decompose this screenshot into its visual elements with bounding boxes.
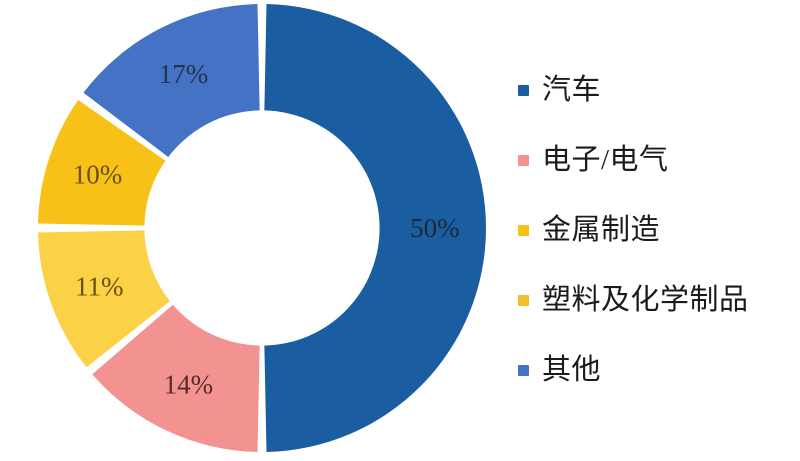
legend-item-plastics-chemicals[interactable]: 塑料及化学制品	[518, 284, 800, 316]
legend-label-metal-manufacturing: 金属制造	[542, 214, 661, 246]
legend-swatch-icon-electronics-electrical	[518, 154, 529, 166]
legend-label-electronics-electrical: 电子/电气	[542, 144, 669, 176]
donut-data-label: 11%	[75, 272, 124, 302]
legend-label-other: 其他	[542, 354, 602, 386]
donut-data-label: 17%	[159, 59, 209, 89]
legend-swatch-icon-metal-manufacturing	[518, 224, 529, 236]
chart-legend: 汽车 电子/电气 金属制造 塑料及化学制品 其他	[518, 74, 800, 404]
donut-slice[interactable]	[264, 4, 487, 452]
donut-slices-group	[38, 4, 487, 452]
donut-plot-area: 50% 14% 11% 10% 17%	[38, 4, 487, 452]
legend-swatch-icon-other	[518, 364, 529, 376]
legend-swatch-icon-plastics-chemicals	[518, 294, 529, 306]
legend-item-automotive[interactable]: 汽车	[518, 74, 800, 106]
donut-data-labels-group: 50% 14% 11% 10% 17%	[73, 59, 460, 400]
donut-slice[interactable]	[83, 4, 260, 157]
donut-data-label: 10%	[73, 160, 123, 190]
legend-item-other[interactable]: 其他	[518, 354, 800, 386]
legend-item-electronics-electrical[interactable]: 电子/电气	[518, 144, 800, 176]
donut-slice[interactable]	[38, 99, 166, 226]
legend-label-automotive: 汽车	[542, 74, 602, 106]
legend-swatch-icon-automotive	[518, 84, 529, 96]
legend-item-metal-manufacturing[interactable]: 金属制造	[518, 214, 800, 246]
donut-slice[interactable]	[92, 304, 260, 452]
legend-label-plastics-chemicals: 塑料及化学制品	[542, 284, 749, 316]
donut-data-label: 14%	[164, 369, 214, 399]
donut-data-label: 50%	[410, 213, 460, 243]
donut-svg: 50% 14% 11% 10% 17%	[38, 4, 487, 452]
donut-slice[interactable]	[38, 230, 170, 368]
